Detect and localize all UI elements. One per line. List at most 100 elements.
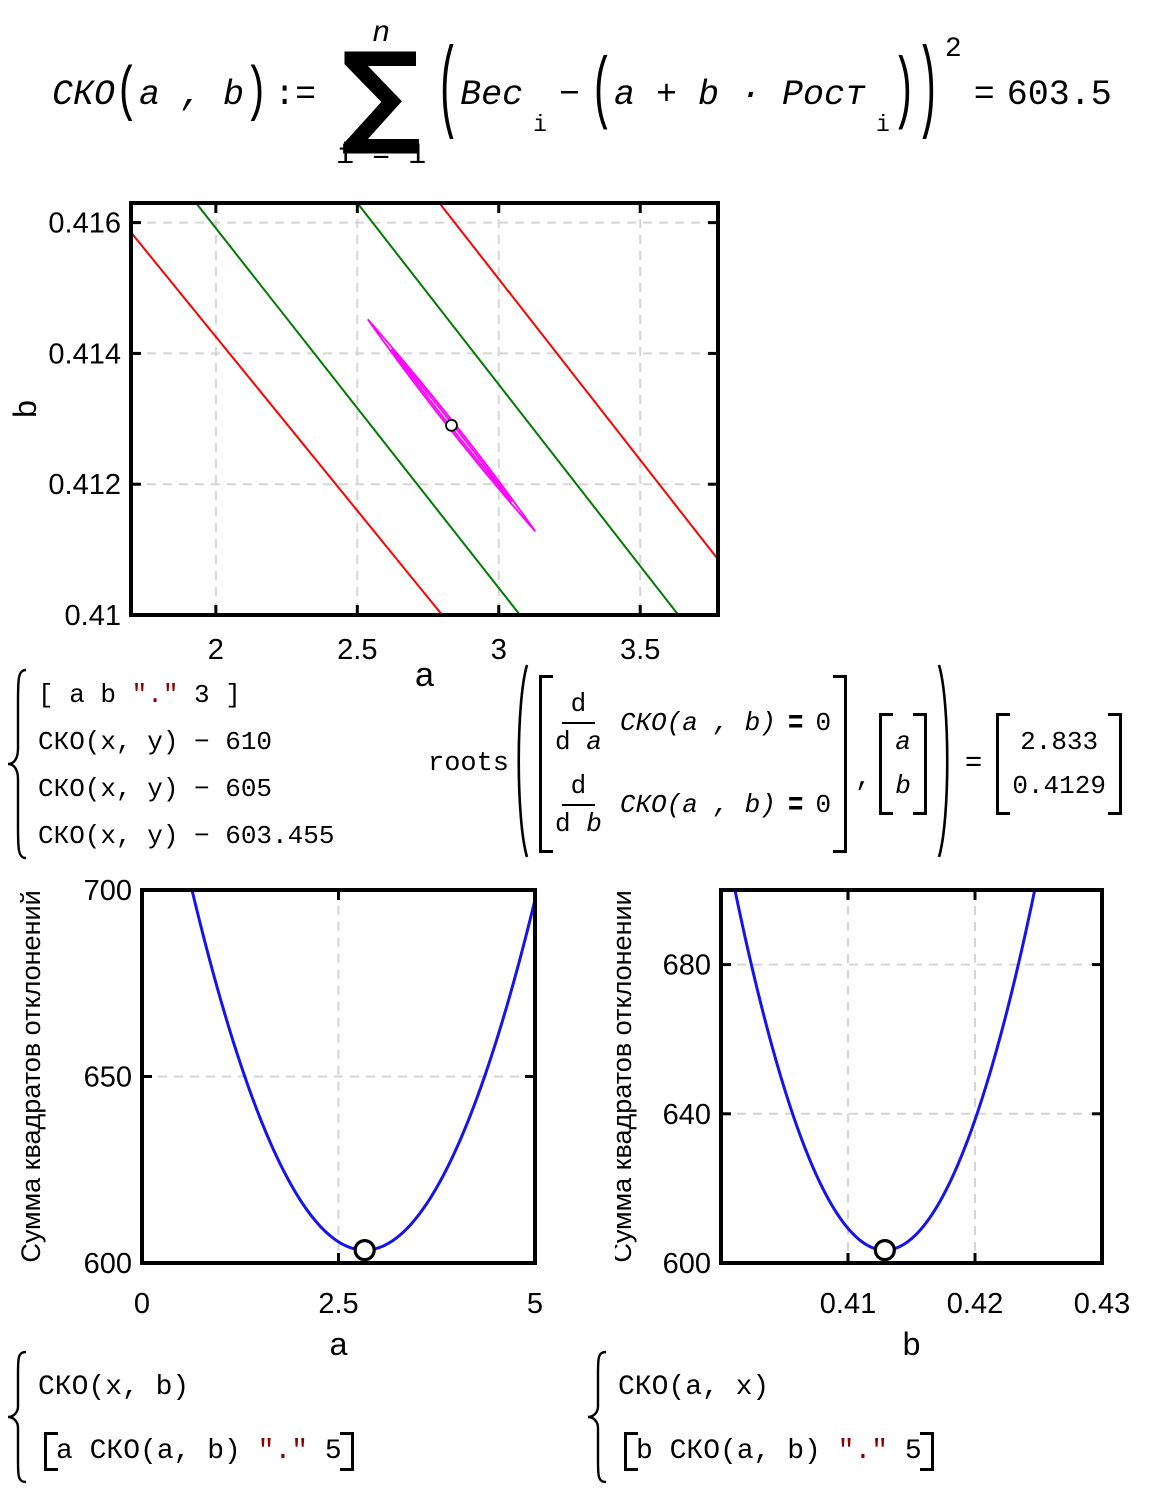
equations-matrix: d d a СКО(a , b) = 0 d d b СКО(a , b) = … [539, 674, 848, 853]
legend-trace-points: [ a b "." 3 ] [38, 672, 334, 719]
equation-row-da: d d a СКО(a , b) = 0 [555, 682, 831, 764]
minimum-marker [445, 418, 458, 432]
denominator-d: d [555, 808, 587, 839]
bold-equals: = [787, 785, 804, 824]
term-linear: a + b · Рост [613, 75, 867, 115]
function-name: СКО [52, 75, 116, 115]
y-tick-label: 0.414 [48, 338, 121, 370]
trace-symbol-string: "." [257, 1435, 309, 1467]
y-tick-label: 640 [663, 1099, 711, 1131]
result-vector: 2.833 0.4129 [996, 712, 1122, 815]
sko-vs-a-plot[interactable]: 0 2.5 5 600 650 700 a Сумма квадратов отклонени… [0, 868, 580, 1368]
contour-line-605 [195, 202, 521, 616]
subscript-i: i [876, 112, 890, 138]
vector-var-b: b [895, 770, 911, 801]
assign-operator: := [274, 75, 317, 115]
equals-sign: = [964, 747, 983, 780]
y-tick-label: 680 [663, 950, 711, 982]
big-paren-open-icon [509, 663, 533, 864]
line-plot-svg: 0.41 0.42 0.43 600 640 680 b Сумма квадратов от… [607, 888, 1130, 1362]
trace-symbol-string: "." [837, 1435, 889, 1467]
comma-separator: , [855, 763, 872, 794]
x-tick-label: 2.5 [337, 634, 377, 666]
paren-close-icon: ) [915, 36, 940, 152]
contour-trace-legend[interactable]: [ a b "." 3 ] СКО(x, y) − 610 СКО(x, y) … [6, 668, 334, 863]
paren-open-icon: ( [436, 36, 461, 152]
x-tick-label: 0 [134, 1288, 150, 1320]
x-tick-label: 5 [527, 1288, 543, 1320]
minus-operator: − [558, 75, 580, 115]
trace-post: 5 [888, 1435, 922, 1467]
contour-plot[interactable]: 2 2.5 3 3.5 0.41 0.412 0.414 0.416 a b [0, 185, 760, 694]
roots-solve-block[interactable]: roots d d a СКО(a , b) = 0 d d b СКО(a ,… [428, 663, 1128, 864]
contour-line-610 [130, 231, 443, 616]
zero: 0 [815, 789, 832, 820]
paren-open-icon: ( [589, 49, 614, 139]
line-plot-svg: 0 2.5 5 600 650 700 a Сумма квадратов отклонени… [16, 875, 543, 1362]
var-b: b [586, 808, 602, 839]
minimum-marker [873, 1239, 896, 1262]
y-axis-label: b [7, 400, 43, 418]
subscript-i: i [533, 112, 547, 138]
curly-brace-path [587, 1350, 607, 1484]
contour-line-610 [438, 202, 719, 561]
paren-close-icon: ) [891, 49, 916, 139]
function-args: a , b [139, 75, 245, 115]
sko-call: СКО(a , b) [619, 789, 776, 820]
numerator-d: d [561, 689, 596, 724]
legend-trace-minpoint: b СКО(a, b) "." 5 [618, 1419, 940, 1483]
sko-call: СКО(a , b) [619, 707, 776, 738]
parabola-curve [190, 888, 537, 1252]
trace-symbol-string: "." [131, 680, 179, 710]
equation-row-db: d d b СКО(a , b) = 0 [555, 764, 831, 846]
big-paren-close-icon [933, 663, 957, 864]
paren-close-icon: ) [244, 60, 269, 128]
paren-open-path [517, 664, 529, 858]
y-tick-label: 0.41 [65, 600, 121, 632]
sko-definition-formula[interactable]: СКО ( a , b ) := n ∑ i = 1 ( Вес i − ( a… [52, 0, 1112, 190]
curly-brace-path [7, 1350, 27, 1484]
curly-brace-icon [586, 1350, 608, 1488]
left-plot-trace-legend[interactable]: СКО(x, b) a СКО(a, b) "." 5 [6, 1350, 360, 1488]
numerator-d: d [561, 771, 596, 806]
exponent: 2 [944, 33, 962, 65]
trace-vector-bracket: b СКО(a, b) "." 5 [624, 1431, 934, 1471]
denominator-d: d [555, 726, 587, 757]
x-axis-label: a [330, 1326, 348, 1362]
x-axis-label: a [415, 656, 434, 690]
legend-trace-curve: СКО(a, x) [618, 1371, 770, 1403]
right-plot-trace-legend[interactable]: СКО(a, x) b СКО(a, b) "." 5 [586, 1350, 940, 1488]
legend-trace-603: СКО(x, y) − 603.455 [38, 821, 335, 851]
contour-ellipse-603.455 [390, 348, 513, 503]
curly-brace-icon [6, 668, 28, 863]
x-tick-label: 0.41 [820, 1288, 876, 1320]
y-tick-label: 600 [663, 1248, 711, 1280]
x-tick-label: 3.5 [620, 634, 660, 666]
paren-open-icon: ( [115, 60, 140, 128]
sko-vs-b-plot[interactable]: 0.41 0.42 0.43 600 640 680 b Сумма квадратов от… [607, 868, 1153, 1368]
vector-var-a: a [895, 726, 911, 757]
x-tick-label: 3 [491, 634, 507, 666]
trace-pre: a СКО(a, b) [56, 1435, 258, 1467]
sum-upper-limit: n [372, 17, 391, 52]
result-value: 603.5 [1006, 75, 1112, 115]
trace-pre: [ a b [38, 680, 132, 710]
minimum-marker [353, 1239, 376, 1262]
x-tick-label: 0.43 [1074, 1288, 1130, 1320]
trace-post: 3 ] [178, 680, 241, 710]
legend-trace-minpoint: a СКО(a, b) "." 5 [38, 1419, 360, 1483]
derivative-db: d d b [555, 771, 602, 839]
var-a: a [586, 726, 602, 757]
result-a: 2.833 [1020, 726, 1099, 757]
x-tick-label: 2.5 [318, 1288, 358, 1320]
plot-border [719, 888, 1104, 1265]
curly-brace-path [7, 668, 27, 860]
summation: n ∑ i = 1 [336, 17, 426, 172]
x-axis-label: b [903, 1326, 921, 1362]
y-tick-label: 700 [84, 875, 132, 907]
trace-post: 5 [308, 1435, 342, 1467]
y-tick-label: 600 [84, 1248, 132, 1280]
curly-brace-icon [6, 1350, 28, 1488]
y-tick-label: 650 [84, 1062, 132, 1094]
